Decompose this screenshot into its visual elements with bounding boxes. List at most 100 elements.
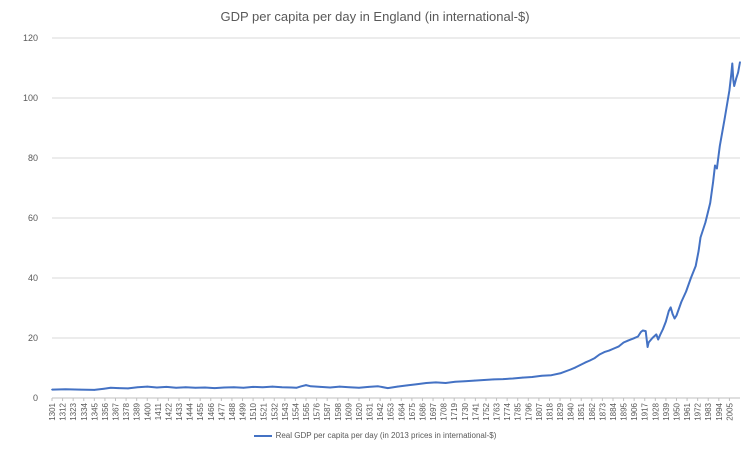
data-point bbox=[690, 277, 692, 279]
data-point bbox=[550, 374, 553, 377]
data-point bbox=[242, 387, 245, 389]
legend-swatch bbox=[253, 434, 272, 437]
x-tick-label: 1895 bbox=[620, 402, 629, 420]
data-point bbox=[194, 387, 197, 389]
data-point bbox=[444, 382, 447, 384]
data-point bbox=[644, 330, 647, 332]
x-tick-label: 1411 bbox=[154, 402, 163, 420]
data-point bbox=[712, 181, 714, 183]
x-tick-label: 1840 bbox=[567, 402, 576, 420]
data-point bbox=[662, 328, 664, 330]
x-tick-label: 1708 bbox=[440, 402, 449, 420]
x-tick-label: 1444 bbox=[186, 402, 195, 420]
x-tick-label: 1499 bbox=[239, 402, 248, 420]
data-point bbox=[329, 386, 331, 389]
y-tick-label: 40 bbox=[28, 273, 38, 283]
data-point bbox=[699, 236, 702, 239]
data-point bbox=[425, 382, 428, 384]
data-point bbox=[731, 62, 734, 65]
x-tick-label: 1356 bbox=[101, 402, 110, 420]
data-point bbox=[704, 221, 707, 224]
x-tick-label: 1862 bbox=[588, 402, 597, 420]
data-point bbox=[603, 351, 606, 353]
data-point bbox=[622, 341, 625, 344]
data-point bbox=[714, 164, 716, 167]
data-point bbox=[598, 353, 601, 356]
x-tick-label: 1477 bbox=[217, 402, 226, 420]
x-tick-label: 1521 bbox=[260, 402, 269, 420]
data-point bbox=[146, 385, 149, 388]
x-tick-label: 1565 bbox=[302, 402, 311, 420]
data-point bbox=[730, 73, 733, 75]
data-point bbox=[531, 376, 533, 378]
data-point bbox=[646, 346, 649, 348]
data-point bbox=[512, 377, 514, 380]
y-tick-label: 80 bbox=[28, 153, 38, 163]
x-tick-label: 1554 bbox=[291, 402, 300, 420]
x-tick-label: 1576 bbox=[313, 402, 322, 420]
data-point bbox=[473, 379, 476, 382]
data-point bbox=[175, 387, 177, 389]
data-point bbox=[685, 290, 687, 293]
x-tick-label: 1752 bbox=[482, 402, 491, 420]
data-point bbox=[502, 378, 505, 380]
data-point bbox=[632, 337, 634, 340]
data-point bbox=[668, 310, 670, 312]
x-tick-label: 1334 bbox=[80, 402, 89, 420]
data-point bbox=[271, 385, 274, 388]
data-point bbox=[127, 387, 129, 390]
data-point bbox=[252, 386, 254, 388]
data-point bbox=[415, 383, 418, 386]
data-point bbox=[103, 387, 105, 390]
data-point bbox=[305, 384, 307, 386]
data-point bbox=[637, 335, 639, 338]
x-tick-label: 1994 bbox=[715, 402, 724, 420]
data-point bbox=[358, 387, 360, 389]
data-point bbox=[579, 364, 582, 366]
data-point bbox=[659, 334, 661, 336]
data-point bbox=[93, 389, 96, 391]
data-point bbox=[295, 387, 298, 389]
data-point bbox=[640, 331, 642, 333]
legend: Real GDP per capita per day (in 2013 pri… bbox=[0, 431, 750, 440]
x-tick-label: 1378 bbox=[122, 402, 131, 420]
data-point bbox=[64, 388, 67, 391]
data-point bbox=[521, 376, 524, 379]
data-point bbox=[348, 386, 351, 389]
y-tick-label: 0 bbox=[33, 393, 38, 403]
x-tick-label: 1884 bbox=[609, 402, 618, 420]
data-point bbox=[574, 366, 577, 369]
data-point bbox=[723, 118, 726, 120]
data-point bbox=[261, 386, 264, 389]
x-tick-label: 1741 bbox=[471, 402, 480, 420]
data-point bbox=[204, 386, 206, 389]
x-tick-label: 1950 bbox=[672, 402, 681, 420]
data-point bbox=[645, 338, 648, 341]
data-point bbox=[79, 388, 81, 391]
data-point bbox=[109, 387, 112, 389]
data-point bbox=[377, 385, 380, 388]
chart-title: GDP per capita per day in England (in in… bbox=[220, 9, 530, 24]
data-point bbox=[396, 385, 399, 388]
data-point bbox=[319, 386, 322, 388]
x-tick-label: 1301 bbox=[48, 402, 57, 420]
x-tick-label: 1686 bbox=[418, 402, 427, 420]
x-tick-label: 1763 bbox=[493, 402, 502, 420]
x-tick-label: 1917 bbox=[641, 402, 650, 420]
y-tick-label: 60 bbox=[28, 213, 38, 223]
y-tick-label: 20 bbox=[28, 333, 38, 343]
data-point bbox=[483, 379, 485, 381]
data-point bbox=[492, 378, 495, 381]
data-point bbox=[300, 385, 303, 388]
x-tick-label: 1433 bbox=[175, 402, 184, 420]
data-point bbox=[657, 338, 659, 341]
data-point bbox=[541, 375, 543, 377]
y-tick-label: 100 bbox=[23, 93, 38, 103]
x-tick-label: 1653 bbox=[387, 402, 396, 420]
data-point bbox=[165, 386, 168, 388]
x-tick-label: 1466 bbox=[207, 402, 216, 420]
data-point bbox=[560, 372, 562, 374]
x-tick-label: 1972 bbox=[694, 402, 703, 420]
